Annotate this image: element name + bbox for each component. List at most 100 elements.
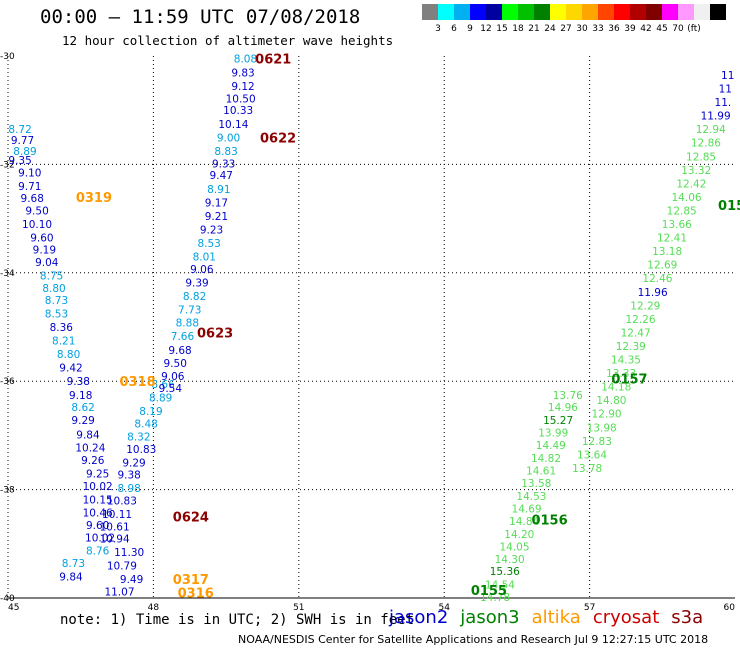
page-title: 00:00 – 11:59 UTC 07/08/2018 (40, 6, 361, 28)
swh-value: 9.71 (18, 181, 41, 193)
swh-value: 8.66 (151, 379, 175, 391)
swh-value: 13.18 (652, 246, 682, 258)
pass-time-label: 0155 (471, 584, 507, 599)
swh-value: 12.69 (647, 260, 677, 272)
legend-swatch (502, 4, 518, 20)
swh-value: 8.01 (193, 252, 216, 264)
swh-value: 14.53 (516, 491, 546, 503)
pass-time-label: 0621 (255, 53, 291, 68)
swh-value: 12.29 (630, 300, 660, 312)
swh-value: 8.82 (183, 291, 206, 303)
swh-value: 9.33 (212, 158, 235, 170)
swh-value: 11. (715, 97, 732, 109)
legend-swatch (518, 4, 534, 20)
swh-value: 9.68 (21, 193, 44, 205)
swh-value: 10.15 (83, 494, 113, 506)
swh-value: 9.23 (200, 224, 223, 236)
legend-swatch (630, 4, 646, 20)
swh-value: 13.76 (553, 390, 583, 402)
swh-value: 8.72 (8, 124, 31, 136)
swh-value: 9.60 (30, 233, 53, 245)
legend-label: 15 (496, 24, 508, 34)
legend-label: 3 (435, 24, 441, 34)
pass-time-label: 0318 (119, 375, 155, 390)
legend-swatch (422, 4, 438, 20)
swh-value: 10.14 (218, 119, 248, 131)
swh-value: 12.26 (625, 314, 655, 326)
swh-value: 12.47 (621, 327, 651, 339)
legend-label: 42 (640, 24, 652, 34)
swh-value: 9.06 (161, 371, 185, 383)
swh-value: 13.99 (538, 428, 568, 440)
legend-label: (ft) (687, 24, 701, 34)
swh-value: 10.33 (223, 105, 253, 117)
swh-value: 9.35 (8, 155, 31, 167)
swh-value: 8.80 (57, 349, 80, 361)
swh-value: 7.73 (178, 305, 201, 317)
swh-value: 9.04 (35, 257, 59, 269)
swh-value: 9.50 (25, 205, 48, 217)
swh-value: 9.54 (159, 383, 183, 395)
legend-label: 45 (656, 24, 668, 34)
y-tick-label: -36 (0, 377, 15, 387)
swh-value: 12.86 (691, 138, 721, 150)
swh-value: 12.83 (582, 436, 612, 448)
footnote: note: 1) Time is in UTC; 2) SWH is in fe… (60, 612, 415, 628)
pass-time-label: 0158 (718, 199, 740, 214)
legend-label: 36 (608, 24, 620, 34)
legend-label: 9 (467, 24, 473, 34)
legend-swatch (614, 4, 630, 20)
swh-value: 13.58 (521, 478, 551, 490)
page-subtitle: 12 hour collection of altimeter wave hei… (62, 33, 394, 48)
swh-value: 13.64 (577, 449, 607, 461)
swh-value: 13.33 (606, 368, 636, 380)
swh-value: 9.47 (210, 170, 233, 182)
swh-value: 8.83 (214, 146, 237, 158)
swh-value: 8.53 (197, 238, 220, 250)
swh-value: 8.21 (52, 336, 75, 348)
swh-value: 8.98 (117, 483, 140, 495)
pass-time-label: 0316 (178, 587, 214, 602)
swh-value: 14.35 (611, 355, 641, 367)
y-tick-label: -38 (0, 486, 15, 496)
legend-label: 6 (451, 24, 457, 34)
x-tick-label: 51 (293, 603, 304, 613)
swh-value: 7.66 (171, 331, 195, 343)
swh-value: 14.05 (499, 542, 529, 554)
x-tick-label: 54 (438, 603, 450, 613)
swh-value: 14.61 (526, 466, 556, 478)
swh-value: 8.76 (86, 545, 110, 557)
swh-value: 9.19 (33, 244, 56, 256)
swh-value: 11 (719, 84, 732, 96)
swh-value: 11 (721, 70, 734, 82)
legend-label: 12 (480, 24, 492, 34)
satellite-name: altika (531, 607, 581, 628)
swh-value: 9.38 (67, 376, 90, 388)
swh-value: 9.39 (185, 278, 208, 290)
swh-value: 9.12 (231, 81, 254, 93)
legend-label: 18 (512, 24, 524, 34)
swh-value: 8.73 (62, 558, 85, 570)
satellite-name: s3a (671, 607, 704, 628)
swh-value: 8.89 (149, 392, 172, 404)
swh-value: 12.42 (676, 178, 706, 190)
swh-value: 12.46 (642, 273, 672, 285)
x-tick-label: 48 (148, 603, 160, 613)
swh-value: 9.77 (11, 135, 34, 147)
satellite-name: jason2 (389, 607, 449, 628)
swh-value: 12.90 (592, 409, 622, 421)
pass-time-label: 0157 (611, 372, 647, 387)
swh-value: 9.29 (71, 415, 94, 427)
swh-value: 9.21 (205, 211, 228, 223)
swh-value: 14.78 (480, 592, 510, 604)
legend-swatch (550, 4, 566, 20)
swh-value: 9.10 (18, 168, 41, 180)
swh-value: 8.19 (139, 406, 162, 418)
swh-value: 13.98 (587, 422, 617, 434)
swh-value: 10.61 (100, 521, 130, 533)
swh-value: 12.39 (616, 341, 646, 353)
legend-swatch (438, 4, 454, 20)
swh-value: 8.53 (45, 308, 68, 320)
pass-time-label: 0319 (76, 191, 112, 206)
